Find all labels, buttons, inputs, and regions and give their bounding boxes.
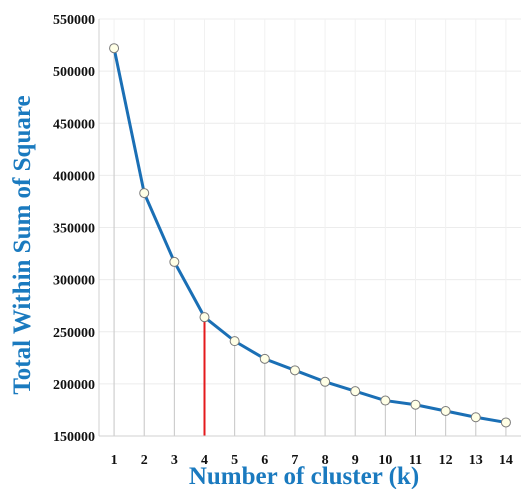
data-point (350, 386, 361, 397)
data-point (259, 353, 270, 364)
x-axis-title: Number of cluster (k) (189, 463, 419, 489)
data-point (139, 188, 150, 199)
x-tick-label: 12 (439, 453, 453, 468)
data-point (470, 412, 481, 423)
data-point (440, 405, 451, 416)
y-tick-label: 200000 (53, 378, 95, 393)
x-tick-label: 11 (409, 453, 422, 468)
y-tick-label: 550000 (53, 13, 95, 28)
y-tick-label: 500000 (53, 65, 95, 80)
data-point (199, 312, 210, 323)
series-line-group (112, 46, 508, 424)
data-point (169, 256, 180, 267)
x-tick-label: 9 (352, 453, 359, 468)
x-tick-label: 4 (201, 453, 208, 468)
x-tick-label: 13 (469, 453, 483, 468)
y-tick-label: 150000 (53, 430, 95, 445)
y-axis-title: Total Within Sum of Square (9, 95, 36, 394)
grid (99, 18, 521, 437)
x-tick-label: 5 (231, 453, 238, 468)
x-tick-label: 8 (322, 453, 329, 468)
x-tick-labels: 1 2 3 4 5 6 7 8 9 10 11 12 13 14 (111, 453, 513, 468)
x-tick-label: 3 (171, 453, 178, 468)
x-tick-label: 6 (261, 453, 268, 468)
drop-lines (113, 48, 507, 436)
y-tick-label: 400000 (53, 169, 95, 184)
data-point (109, 43, 120, 54)
series-line (112, 46, 508, 424)
data-point (380, 395, 391, 406)
x-tick-label: 1 (111, 453, 118, 468)
data-points (109, 43, 511, 428)
data-point (410, 399, 421, 410)
x-tick-label: 14 (499, 453, 513, 468)
data-point (289, 365, 300, 376)
y-tick-labels: 150000 200000 250000 300000 350000 400000 4500… (53, 13, 95, 445)
data-point (229, 336, 240, 347)
x-tick-label: 10 (378, 453, 392, 468)
y-tick-label: 450000 (53, 117, 95, 132)
x-tick-label: 7 (291, 453, 298, 468)
data-point (500, 417, 511, 428)
data-point (320, 376, 331, 387)
y-tick-label: 250000 (53, 326, 95, 341)
x-tick-label: 2 (141, 453, 148, 468)
y-tick-label: 300000 (53, 274, 95, 289)
axes (98, 19, 521, 437)
y-tick-label: 350000 (53, 222, 95, 237)
